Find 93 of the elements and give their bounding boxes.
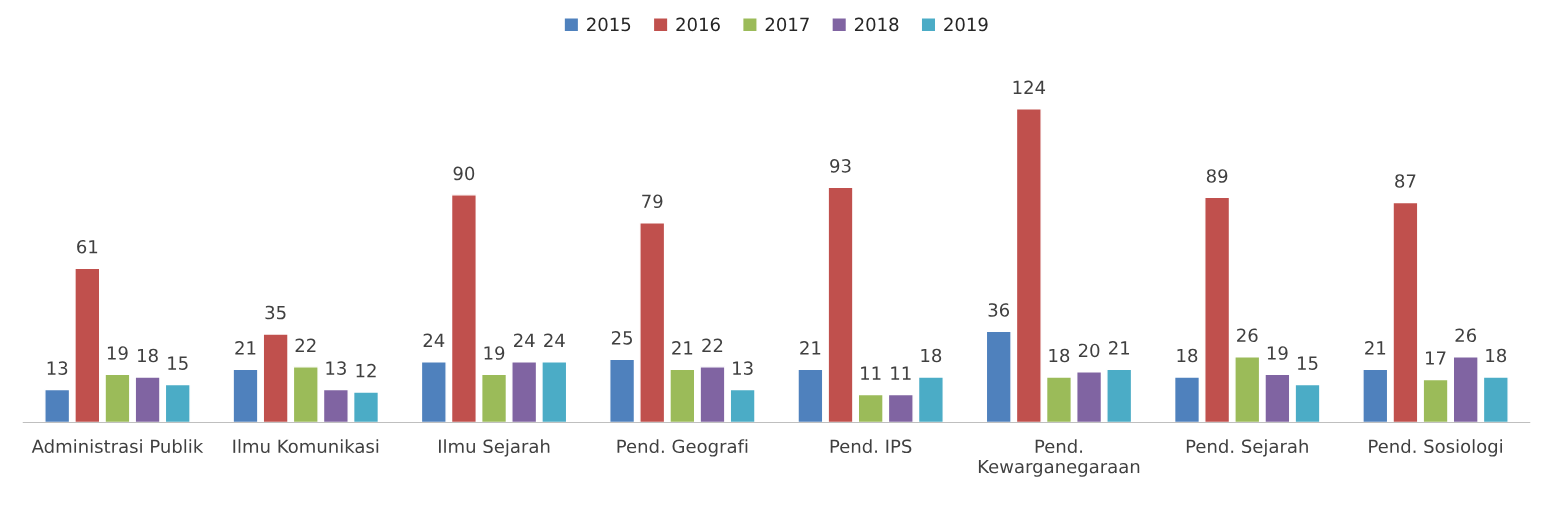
data-label: 19 (1267, 346, 1288, 360)
bar (857, 393, 884, 423)
data-label: 20 (1078, 343, 1100, 358)
bar (74, 267, 101, 423)
data-label: 22 (702, 338, 723, 352)
data-label: 90 (453, 166, 475, 181)
data-label: 15 (1298, 356, 1318, 370)
data-label: 21 (672, 341, 693, 355)
data-label: 21 (800, 341, 821, 355)
data-label: 18 (1177, 348, 1198, 363)
data-label: 21 (1109, 341, 1130, 355)
data-label: 12 (356, 363, 376, 378)
bar (797, 368, 824, 423)
bar (917, 376, 944, 423)
bar (450, 194, 477, 423)
bar (887, 393, 914, 423)
bar (1264, 373, 1291, 423)
data-label: 15 (168, 356, 188, 370)
bar (639, 221, 666, 423)
data-label: 18 (1049, 348, 1070, 363)
bar (1422, 378, 1449, 423)
legend-label: 2019 (944, 17, 988, 32)
bar (1392, 201, 1419, 423)
x-tick-label: Pend. Geografi (617, 439, 748, 457)
bar (352, 391, 380, 423)
data-label: 13 (47, 361, 68, 375)
data-label: 93 (830, 159, 851, 173)
bar (1106, 368, 1133, 423)
legend-label: 2018 (854, 17, 899, 32)
data-label: 13 (326, 361, 346, 375)
bar (1204, 196, 1231, 423)
bar (420, 361, 447, 423)
bar (669, 368, 696, 423)
x-tick-label: Ilmu Komunikasi (233, 439, 379, 454)
data-label: 25 (611, 330, 632, 345)
bar (481, 373, 508, 423)
data-label: 124 (1013, 80, 1046, 95)
data-label: 24 (423, 333, 445, 347)
data-label: 79 (642, 194, 663, 209)
data-label: 19 (484, 346, 505, 360)
bar (1234, 356, 1261, 423)
x-tick-label: Pend. IPS (830, 439, 912, 454)
data-label: 24 (514, 333, 535, 347)
bar (1173, 376, 1201, 423)
bar (1294, 383, 1321, 423)
bar (1452, 356, 1479, 423)
data-label: 35 (265, 305, 286, 320)
bar (1015, 108, 1042, 423)
bar (44, 388, 71, 423)
data-label: 36 (988, 303, 1010, 317)
data-label: 21 (1365, 341, 1386, 355)
legend-label: 2016 (676, 17, 720, 32)
bar (292, 366, 319, 423)
bar (729, 388, 756, 423)
bar (1076, 371, 1103, 423)
bar (699, 366, 726, 423)
legend-label: 2017 (765, 17, 809, 32)
bar (322, 388, 349, 423)
data-label: 21 (235, 341, 256, 355)
data-label: 18 (1486, 348, 1507, 363)
bar (104, 373, 131, 423)
bar (1482, 376, 1509, 423)
bar (1045, 376, 1072, 423)
bar (164, 383, 191, 423)
data-label: 18 (138, 348, 158, 363)
data-label: 89 (1206, 169, 1228, 183)
x-tick-label: Pend. Sejarah (1186, 439, 1308, 457)
data-label: 13 (733, 361, 753, 375)
bar (827, 186, 854, 423)
data-label: 26 (1455, 328, 1477, 343)
bar (134, 376, 161, 423)
bar (609, 358, 636, 423)
data-label: 19 (107, 346, 128, 360)
data-label: 26 (1237, 328, 1258, 343)
bar (262, 333, 289, 423)
data-label: 22 (295, 338, 316, 352)
data-label: 87 (1395, 174, 1416, 188)
bar (985, 330, 1012, 423)
x-tick-label: Ilmu Sejarah (438, 439, 550, 457)
data-label: 61 (77, 239, 98, 254)
data-label: 24 (544, 333, 565, 347)
bar (1362, 368, 1389, 423)
data-label: 18 (921, 348, 942, 363)
bar (541, 361, 568, 423)
x-tick-label: Administrasi Publik (31, 439, 204, 454)
data-label: 11 (891, 366, 911, 380)
bar (232, 368, 259, 423)
x-tick-label: Pend. Kewarganegaraan (978, 439, 1140, 477)
data-label: 17 (1426, 351, 1446, 365)
legend-label: 2015 (587, 17, 631, 32)
bar (511, 361, 538, 423)
data-label: 11 (861, 366, 881, 380)
x-tick-label: Pend. Sosiologi (1369, 439, 1502, 457)
